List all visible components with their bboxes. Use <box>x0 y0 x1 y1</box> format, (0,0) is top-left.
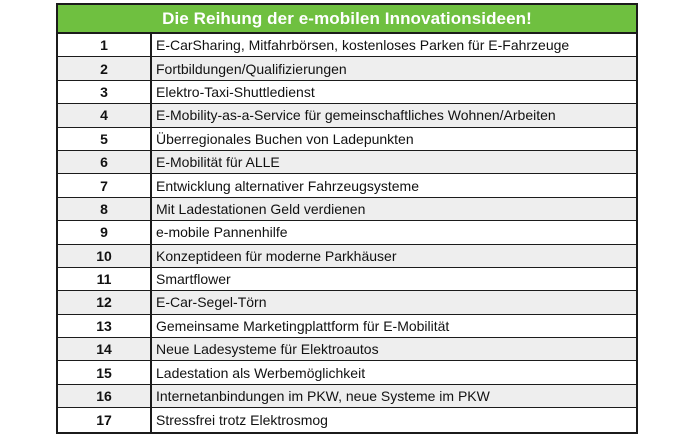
idea-cell: Fortbildungen/Qualifizierungen <box>156 60 347 77</box>
table-row: 17 Stressfrei trotz Elektrosmog <box>58 408 636 432</box>
table-row: 10 Konzeptideen für moderne Parkhäuser <box>58 244 636 268</box>
table-row: 1 E-CarSharing, Mitfahrbörsen, kostenlos… <box>58 34 636 58</box>
table-row: 4 E-Mobility-as-a-Service für gemeinscha… <box>58 104 636 128</box>
table-title: Die Reihung der e-mobilen Innovationside… <box>58 5 636 34</box>
idea-cell: Stressfrei trotz Elektrosmog <box>156 411 328 428</box>
idea-cell: Neue Ladesysteme für Elektroautos <box>156 341 379 358</box>
rank-cell: 2 <box>58 57 152 80</box>
idea-cell: Ladestation als Werbemöglichkeit <box>156 364 366 381</box>
table-body: 1 E-CarSharing, Mitfahrbörsen, kostenlos… <box>58 34 636 432</box>
rank-cell: 8 <box>58 197 152 221</box>
idea-cell: Entwicklung alternativer Fahrzeugsysteme <box>156 177 420 194</box>
table-row: 2 Fortbildungen/Qualifizierungen <box>58 57 636 81</box>
idea-cell: Überregionales Buchen von Ladepunkten <box>156 130 414 147</box>
idea-cell: Elektro-Taxi-Shuttledienst <box>156 83 315 100</box>
rank-cell: 15 <box>58 361 152 384</box>
table-row: 11 Smartflower <box>58 267 636 292</box>
rank-cell: 3 <box>58 80 152 104</box>
table-row: 9 e-mobile Pannenhilfe <box>58 221 636 245</box>
table-row: 14 Neue Ladesysteme für Elektroautos <box>58 338 636 362</box>
idea-cell: Internetanbindungen im PKW, neue Systeme… <box>156 388 490 405</box>
idea-cell: E-Mobility-as-a-Service für gemeinschaft… <box>156 107 556 124</box>
table-row: 15 Ladestation als Werbemöglichkeit <box>58 361 636 385</box>
rank-cell: 14 <box>58 338 152 361</box>
idea-cell: e-mobile Pannenhilfe <box>156 224 288 241</box>
table-row: 6 E-Mobilität für ALLE <box>58 150 636 175</box>
rank-cell: 5 <box>58 127 152 150</box>
idea-cell: Gemeinsame Marketingplattform für E-Mobi… <box>156 317 450 334</box>
table-row: 8 Mit Ladestationen Geld verdienen <box>58 197 636 222</box>
rank-cell: 12 <box>58 291 152 314</box>
idea-cell: Konzeptideen für moderne Parkhäuser <box>156 247 397 264</box>
table-row: 12 E-Car-Segel-Törn <box>58 291 636 315</box>
rank-cell: 16 <box>58 384 152 408</box>
rank-cell: 11 <box>58 267 152 291</box>
rank-cell: 4 <box>58 104 152 127</box>
table-row: 5 Überregionales Buchen von Ladepunkten <box>58 127 636 151</box>
rank-cell: 17 <box>58 408 152 432</box>
table-row: 7 Entwicklung alternativer Fahrzeugsyste… <box>58 174 636 198</box>
idea-cell: E-CarSharing, Mitfahrbörsen, kostenloses… <box>156 37 570 54</box>
rank-cell: 6 <box>58 150 152 174</box>
rank-cell: 10 <box>58 244 152 267</box>
rank-cell: 1 <box>58 34 152 57</box>
idea-cell: E-Car-Segel-Törn <box>156 294 267 311</box>
idea-cell: E-Mobilität für ALLE <box>156 154 280 171</box>
idea-cell: Smartflower <box>156 271 231 288</box>
rank-cell: 9 <box>58 221 152 244</box>
table-row: 13 Gemeinsame Marketingplattform für E-M… <box>58 314 636 339</box>
rank-cell: 13 <box>58 314 152 338</box>
rank-cell: 7 <box>58 174 152 197</box>
table-row: 3 Elektro-Taxi-Shuttledienst <box>58 80 636 105</box>
ranking-table: Die Reihung der e-mobilen Innovationside… <box>56 3 638 434</box>
table-row: 16 Internetanbindungen im PKW, neue Syst… <box>58 384 636 409</box>
idea-cell: Mit Ladestationen Geld verdienen <box>156 200 366 217</box>
